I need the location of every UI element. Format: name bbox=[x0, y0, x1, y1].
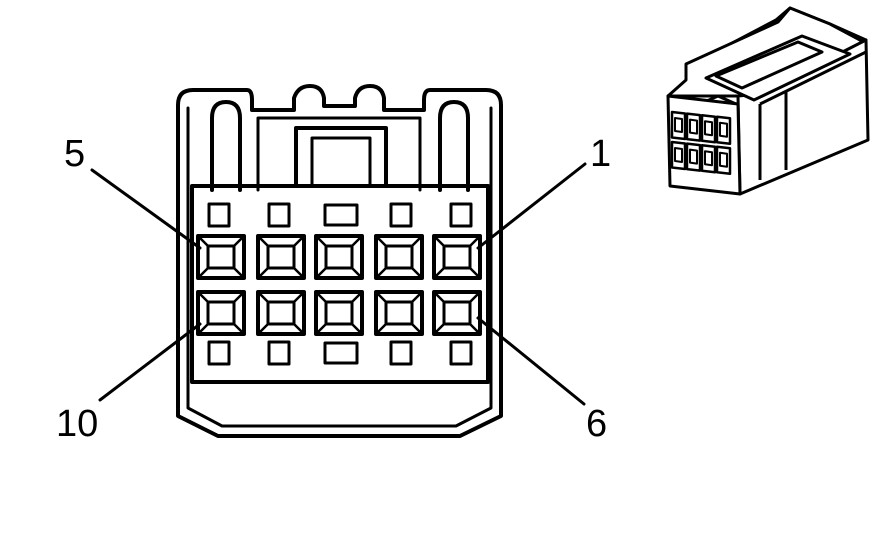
iso-pin-cell-inner bbox=[704, 150, 713, 167]
terminal-cavities bbox=[196, 234, 482, 336]
bottom-aux-cavities bbox=[207, 340, 473, 366]
terminal-cavity bbox=[374, 234, 424, 280]
right-latch-slot bbox=[438, 100, 470, 192]
connector-face-view bbox=[90, 84, 587, 438]
iso-pin-cell-inner bbox=[719, 121, 728, 138]
terminal-cavity bbox=[314, 290, 364, 336]
iso-pin-cell-inner bbox=[689, 148, 698, 165]
iso-pin-cell-inner bbox=[674, 117, 683, 133]
connector-isometric-view bbox=[666, 6, 870, 196]
top-aux-cavities bbox=[207, 202, 473, 228]
connector-outer-housing bbox=[176, 84, 503, 438]
terminal-cavity bbox=[256, 234, 306, 280]
terminal-cavity bbox=[256, 290, 306, 336]
upper-cavity bbox=[256, 116, 422, 192]
leader-line-pin-6 bbox=[476, 316, 586, 406]
leader-line-pin-1 bbox=[476, 162, 587, 250]
leader-line-pin-5 bbox=[90, 168, 202, 250]
terminal-cavity bbox=[314, 234, 364, 280]
pin-face-plate bbox=[190, 184, 490, 384]
center-key bbox=[294, 126, 388, 188]
connector-inner-housing bbox=[186, 106, 493, 428]
iso-pin-cell-inner bbox=[689, 118, 698, 135]
iso-pin-cells bbox=[670, 110, 732, 176]
iso-pin-cell-inner bbox=[704, 120, 713, 137]
terminal-cavity bbox=[196, 234, 246, 280]
terminal-cavity bbox=[432, 290, 482, 336]
pin-label-5: 5 bbox=[64, 133, 85, 175]
left-latch-slot bbox=[210, 100, 242, 192]
center-key-inner bbox=[310, 136, 372, 188]
pin-label-10: 10 bbox=[56, 403, 98, 445]
terminal-cavity bbox=[196, 290, 246, 336]
pin-label-6: 6 bbox=[586, 403, 607, 445]
pin-label-1: 1 bbox=[590, 133, 611, 175]
terminal-cavity bbox=[374, 290, 424, 336]
iso-latch-inner bbox=[714, 40, 824, 90]
iso-side-rib bbox=[758, 50, 867, 180]
leader-line-pin-10 bbox=[98, 322, 202, 402]
iso-pin-cell-inner bbox=[674, 147, 683, 163]
iso-pin-cell-inner bbox=[719, 151, 728, 168]
terminal-cavity bbox=[432, 234, 482, 280]
